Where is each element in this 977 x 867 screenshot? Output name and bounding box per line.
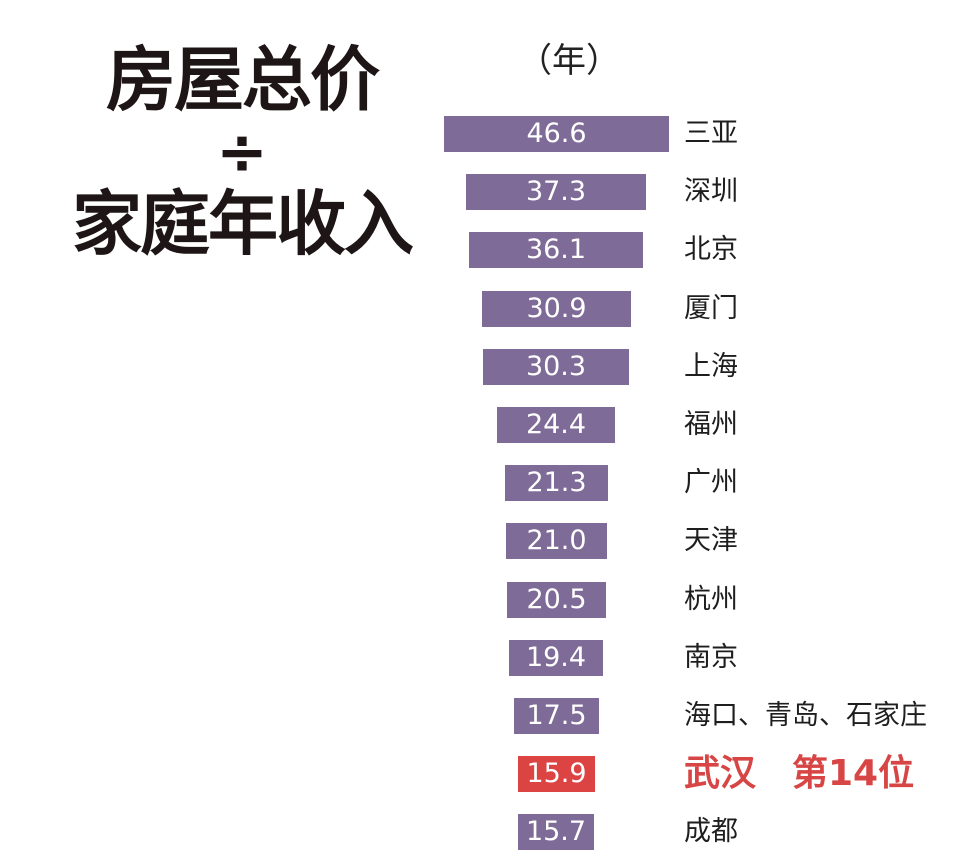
chart-row: 36.1 北京 [0, 232, 977, 272]
title-divide-sign: ÷ [216, 115, 268, 188]
bar: 37.3 [466, 174, 646, 210]
city-label: 北京 [684, 234, 738, 265]
city-label: 厦门 [684, 293, 738, 324]
chart-row: 21.0 天津 [0, 523, 977, 563]
chart-title: 房屋总价 ÷ 家庭年收入 [62, 40, 422, 264]
city-label: 福州 [684, 409, 738, 440]
chart-row: 17.5 海口、青岛、石家庄 [0, 698, 977, 738]
bar-highlighted: 15.9 [518, 756, 595, 792]
bar: 24.4 [497, 407, 615, 443]
city-label-highlighted: 武汉 第14位 [684, 753, 915, 794]
bar: 21.3 [505, 465, 608, 501]
unit-label: （年） [518, 41, 620, 81]
chart-row: 21.3 广州 [0, 465, 977, 505]
city-label: 三亚 [684, 118, 738, 149]
chart-row: 46.6 三亚 [0, 116, 977, 156]
bar: 17.5 [514, 698, 599, 734]
bar: 30.3 [483, 349, 629, 385]
chart-row: 24.4 福州 [0, 407, 977, 447]
city-label: 天津 [684, 525, 738, 556]
bar: 19.4 [509, 640, 603, 676]
city-label: 南京 [684, 642, 738, 673]
bar: 46.6 [444, 116, 669, 152]
bar: 15.7 [518, 814, 594, 850]
bar: 20.5 [507, 582, 606, 618]
city-label: 海口、青岛、石家庄 [684, 700, 927, 731]
chart-row: 20.5 杭州 [0, 582, 977, 622]
chart-row: 19.4 南京 [0, 640, 977, 680]
chart-row: 15.9 武汉 第14位 [0, 756, 977, 796]
chart-row: 37.3 深圳 [0, 174, 977, 214]
bar: 36.1 [469, 232, 643, 268]
city-label: 上海 [684, 351, 738, 382]
title-denominator: 家庭年收入 [72, 183, 414, 265]
bar: 21.0 [506, 523, 607, 559]
city-label: 成都 [684, 816, 738, 847]
chart-row: 30.9 厦门 [0, 291, 977, 331]
city-label: 深圳 [684, 176, 738, 207]
bar: 30.9 [482, 291, 631, 327]
chart-row: 15.7 成都 [0, 814, 977, 854]
title-numerator: 房屋总价 [106, 39, 380, 121]
city-label: 广州 [684, 467, 738, 498]
chart-row: 30.3 上海 [0, 349, 977, 389]
city-label: 杭州 [684, 584, 738, 615]
